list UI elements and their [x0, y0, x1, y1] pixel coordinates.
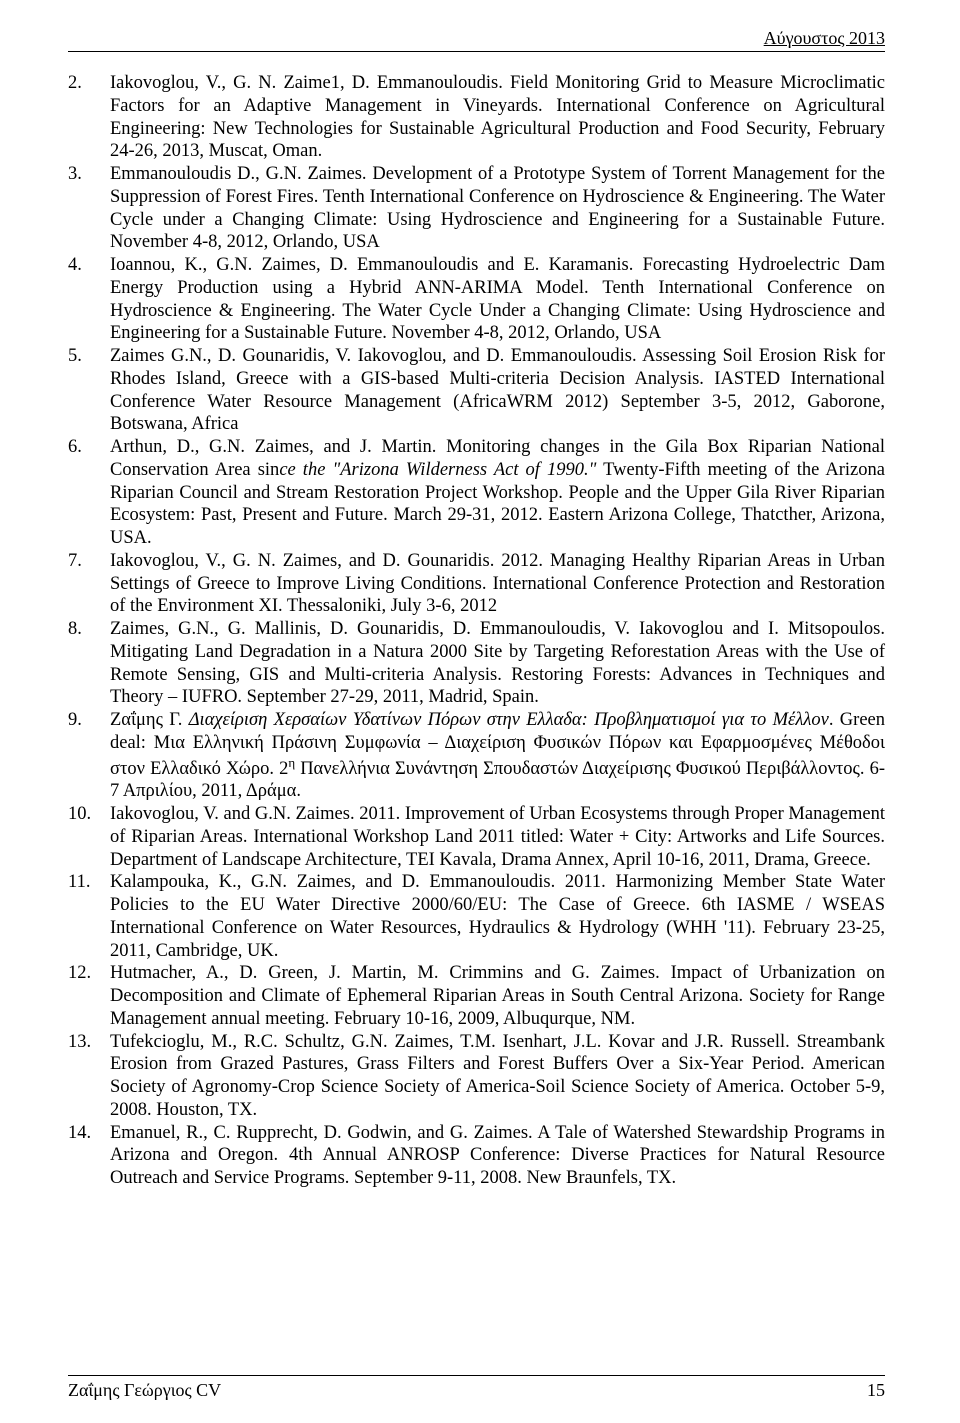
list-item: 3.Emmanouloudis D., G.N. Zaimes. Develop… — [110, 163, 885, 254]
list-item-text: Zaimes G.N., D. Gounaridis, V. Iakovoglo… — [110, 345, 885, 436]
list-item-number: 9. — [68, 709, 110, 803]
list-item-text: Zaimes, G.N., G. Mallinis, D. Gounaridis… — [110, 618, 885, 709]
list-item-number: 13. — [68, 1031, 110, 1122]
list-item: 11.Kalampouka, K., G.N. Zaimes, and D. E… — [110, 871, 885, 962]
list-item-number: 11. — [68, 871, 110, 962]
list-item-text: Hutmacher, A., D. Green, J. Martin, M. C… — [110, 962, 885, 1030]
list-item: 9.Ζαΐμης Γ. Διαχείριση Χερσαίων Υδατίνων… — [110, 709, 885, 803]
list-item-number: 14. — [68, 1122, 110, 1190]
list-item-text: Arthun, D., G.N. Zaimes, and J. Martin. … — [110, 436, 885, 550]
list-item: 4.Ioannou, K., G.N. Zaimes, D. Emmanoulo… — [110, 254, 885, 345]
list-item-text: Tufekcioglu, M., R.C. Schultz, G.N. Zaim… — [110, 1031, 885, 1122]
list-item-text: Ζαΐμης Γ. Διαχείριση Χερσαίων Υδατίνων Π… — [110, 709, 885, 803]
list-item: 5.Zaimes G.N., D. Gounaridis, V. Iakovog… — [110, 345, 885, 436]
header-date: Αύγουστος 2013 — [68, 28, 885, 49]
list-item-number: 5. — [68, 345, 110, 436]
list-item-number: 2. — [68, 72, 110, 163]
list-item-text: Iakovoglou, V., G. N. Zaime1, D. Emmanou… — [110, 72, 885, 163]
list-item-number: 7. — [68, 550, 110, 618]
footer-left: Ζαΐμης Γεώργιος CV — [68, 1380, 221, 1401]
footer-page-number: 15 — [867, 1380, 885, 1401]
list-item-text: Kalampouka, K., G.N. Zaimes, and D. Emma… — [110, 871, 885, 962]
list-item: 14.Emanuel, R., C. Rupprecht, D. Godwin,… — [110, 1122, 885, 1190]
list-item-number: 12. — [68, 962, 110, 1030]
footer-divider — [68, 1375, 885, 1376]
header-divider — [68, 51, 885, 52]
list-item: 13.Tufekcioglu, M., R.C. Schultz, G.N. Z… — [110, 1031, 885, 1122]
list-item: 8.Zaimes, G.N., G. Mallinis, D. Gounarid… — [110, 618, 885, 709]
list-item-number: 8. — [68, 618, 110, 709]
list-item-text: Ioannou, K., G.N. Zaimes, D. Emmanouloud… — [110, 254, 885, 345]
list-item: 6.Arthun, D., G.N. Zaimes, and J. Martin… — [110, 436, 885, 550]
list-item-number: 3. — [68, 163, 110, 254]
list-item-number: 6. — [68, 436, 110, 550]
list-item: 12.Hutmacher, A., D. Green, J. Martin, M… — [110, 962, 885, 1030]
list-item-text: Emanuel, R., C. Rupprecht, D. Godwin, an… — [110, 1122, 885, 1190]
list-item-text: Emmanouloudis D., G.N. Zaimes. Developme… — [110, 163, 885, 254]
footer: Ζαΐμης Γεώργιος CV 15 — [68, 1375, 885, 1401]
list-item: 7.Iakovoglou, V., G. N. Zaimes, and D. G… — [110, 550, 885, 618]
list-item: 2.Iakovoglou, V., G. N. Zaime1, D. Emman… — [110, 72, 885, 163]
list-item-text: Iakovoglou, V. and G.N. Zaimes. 2011. Im… — [110, 803, 885, 871]
list-item-text: Iakovoglou, V., G. N. Zaimes, and D. Gou… — [110, 550, 885, 618]
list-item-number: 4. — [68, 254, 110, 345]
reference-list: 2.Iakovoglou, V., G. N. Zaime1, D. Emman… — [68, 72, 885, 1190]
list-item-number: 10. — [68, 803, 110, 871]
document-page: Αύγουστος 2013 2.Iakovoglou, V., G. N. Z… — [0, 0, 960, 1423]
list-item: 10.Iakovoglou, V. and G.N. Zaimes. 2011.… — [110, 803, 885, 871]
